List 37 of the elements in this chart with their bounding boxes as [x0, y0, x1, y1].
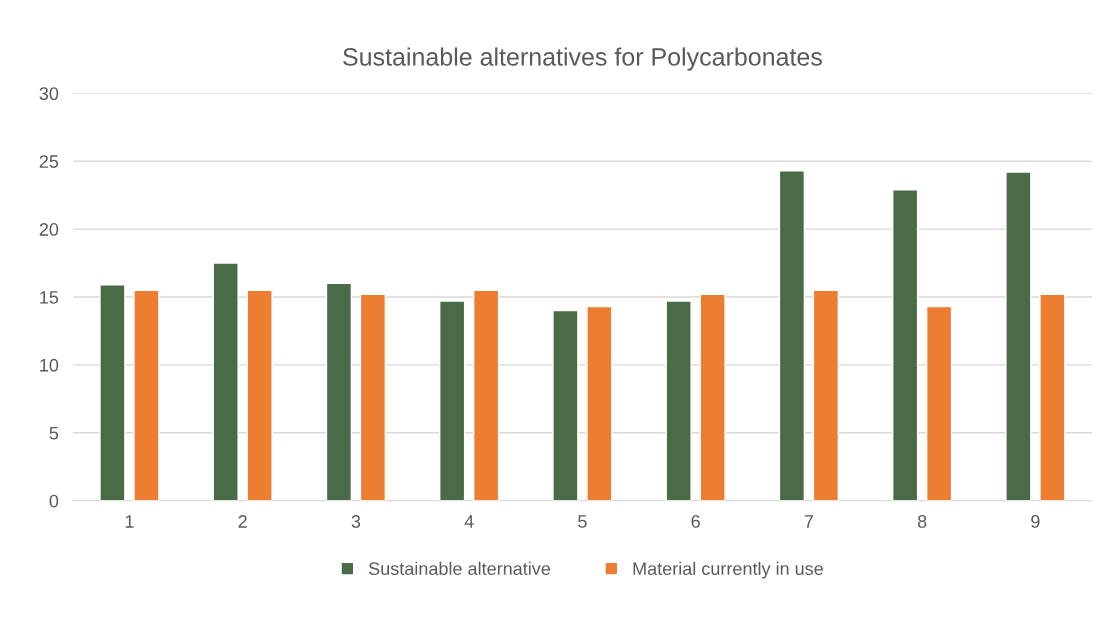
bar [812, 289, 840, 501]
bar [1039, 293, 1066, 501]
bar [1005, 171, 1032, 501]
bar [439, 300, 466, 501]
bar [133, 289, 160, 501]
bar [325, 282, 353, 501]
legend-label: Material currently in use [633, 561, 823, 579]
x-tick-label: 3 [351, 515, 361, 528]
bar [552, 309, 579, 501]
y-tick-label: 10 [40, 358, 59, 372]
x-tick-label: 4 [464, 515, 474, 528]
bar [359, 293, 387, 501]
bar [586, 305, 613, 501]
x-tick-label: 9 [1031, 515, 1040, 528]
bar [99, 284, 126, 501]
bar [925, 305, 953, 501]
x-tick-label: 6 [691, 515, 700, 528]
y-tick-label: 25 [39, 155, 59, 168]
x-tick-label: 7 [804, 515, 813, 528]
y-tick-label: 20 [39, 223, 59, 236]
bar [212, 262, 239, 501]
y-tick-label: 30 [39, 87, 59, 101]
bar [246, 289, 273, 501]
bar [665, 300, 692, 501]
y-tick-label: 0 [49, 494, 59, 508]
bar [778, 170, 806, 501]
x-tick-label: 5 [578, 515, 587, 528]
legend-label: Sustainable alternative [368, 561, 551, 576]
bar [891, 189, 919, 501]
x-tick-label: 8 [917, 515, 927, 528]
y-tick-label: 15 [40, 291, 59, 304]
bar [699, 293, 726, 501]
x-tick-label: 1 [125, 515, 134, 528]
y-tick-label: 5 [49, 426, 59, 440]
x-tick-label: 2 [238, 515, 247, 528]
bar [472, 289, 500, 501]
chart-title: Sustainable alternatives for Polycarbonates [343, 47, 822, 71]
